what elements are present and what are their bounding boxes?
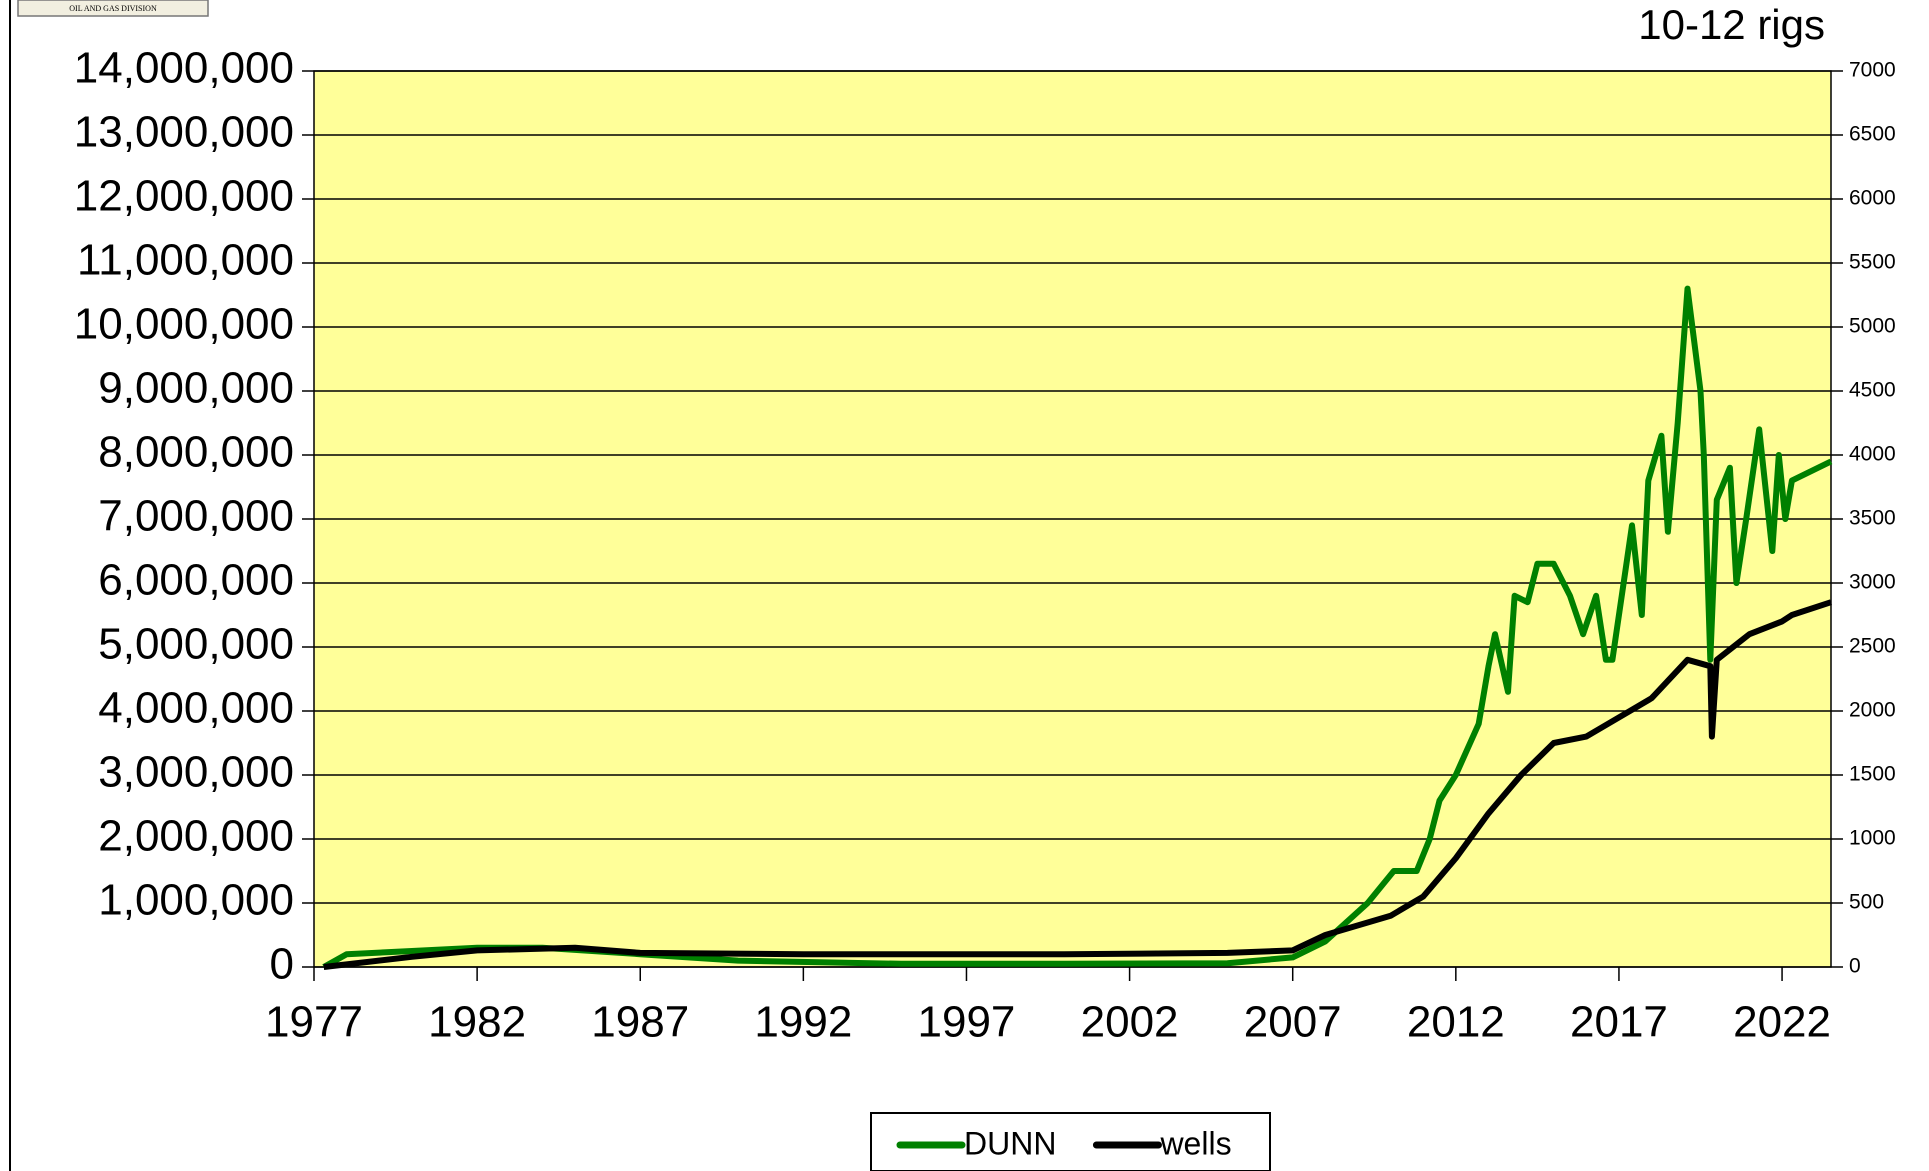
x-tick-label: 1992 bbox=[754, 998, 852, 1047]
legend: DUNN wells bbox=[870, 1112, 1271, 1171]
x-tick-label: 1997 bbox=[918, 998, 1016, 1047]
y2-tick-label: 5500 bbox=[1849, 251, 1896, 274]
y2-tick-label: 1000 bbox=[1849, 827, 1896, 850]
plot-border bbox=[313, 70, 1832, 968]
series-line bbox=[323, 599, 1832, 970]
y-tick-label: 5,000,000 bbox=[98, 620, 294, 669]
y-tick-label: 12,000,000 bbox=[74, 172, 294, 221]
legend-label: wells bbox=[1159, 1125, 1231, 1161]
logo bbox=[17, 0, 209, 17]
y-tick-label: 2,000,000 bbox=[98, 812, 294, 861]
y2-tick-label: 6000 bbox=[1849, 187, 1896, 210]
y-tick-label: 10,000,000 bbox=[74, 300, 294, 349]
y-tick-label: 0 bbox=[270, 940, 294, 989]
x-tick-label: 2007 bbox=[1244, 998, 1342, 1047]
y-tick-label: 14,000,000 bbox=[74, 44, 294, 93]
x-tick-label: 2002 bbox=[1081, 998, 1179, 1047]
y2-tick-label: 5000 bbox=[1849, 315, 1896, 338]
y-tick-label: 6,000,000 bbox=[98, 556, 294, 605]
x-tick-label: 1982 bbox=[428, 998, 526, 1047]
y2-tick-label: 1500 bbox=[1849, 763, 1896, 786]
y-tick-label: 1,000,000 bbox=[98, 876, 294, 925]
x-tick-label: 2012 bbox=[1407, 998, 1505, 1047]
y2-tick-label: 4500 bbox=[1849, 379, 1896, 402]
y-tick-label: 4,000,000 bbox=[98, 684, 294, 733]
annotation: 10-12 rigs bbox=[1638, 1, 1825, 48]
logo-text: OIL AND GAS DIVISION bbox=[69, 4, 157, 13]
series-line bbox=[322, 285, 1833, 970]
y2-tick-label: 3500 bbox=[1849, 507, 1896, 530]
y-tick-label: 3,000,000 bbox=[98, 748, 294, 797]
y-tick-label: 11,000,000 bbox=[77, 236, 294, 285]
y2-tick-label: 2000 bbox=[1849, 699, 1896, 722]
y2-tick-label: 0 bbox=[1849, 955, 1861, 978]
y2-tick-label: 3000 bbox=[1849, 571, 1896, 594]
y-tick-label: 8,000,000 bbox=[98, 428, 294, 477]
legend-label: DUNN bbox=[964, 1125, 1056, 1161]
x-tick-label: 1987 bbox=[591, 998, 689, 1047]
y2-tick-label: 6500 bbox=[1849, 123, 1896, 146]
y2-tick-label: 4000 bbox=[1849, 443, 1896, 466]
y-tick-label: 9,000,000 bbox=[98, 364, 294, 413]
x-tick-label: 1977 bbox=[265, 998, 363, 1047]
y-tick-label: 13,000,000 bbox=[74, 108, 294, 157]
x-tick-label: 2022 bbox=[1733, 998, 1831, 1047]
x-tick-label: 2017 bbox=[1570, 998, 1668, 1047]
y2-tick-label: 2500 bbox=[1849, 635, 1896, 658]
y2-tick-label: 500 bbox=[1849, 891, 1884, 914]
y2-tick-label: 7000 bbox=[1849, 59, 1896, 82]
y-tick-label: 7,000,000 bbox=[98, 492, 294, 541]
